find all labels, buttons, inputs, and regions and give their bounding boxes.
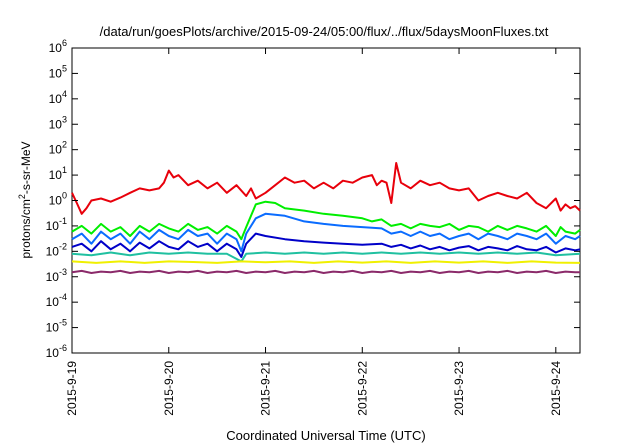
- series-layer: [71, 162, 581, 274]
- x-axis-label: Coordinated Universal Time (UTC): [226, 428, 425, 443]
- y-tick-label: 10-2: [46, 241, 67, 258]
- series-line-7: [71, 269, 580, 274]
- series-line-1: [71, 162, 581, 215]
- chart-title: /data/run/goesPlots/archive/2015-09-24/0…: [100, 24, 549, 39]
- y-tick-label: 10-4: [46, 292, 67, 309]
- y-tick-label: 105: [49, 63, 67, 80]
- x-tick-label: 2015-9-20: [162, 361, 176, 416]
- y-tick-label: 101: [49, 165, 67, 182]
- y-axis-label: protons/cm2-s-sr-MeV: [17, 141, 33, 258]
- y-tick-label: 10-6: [46, 343, 67, 360]
- plot-frame: [71, 47, 581, 354]
- x-tick-label: 2015-9-21: [259, 361, 273, 416]
- y-axis-ticks: 10-6 10-5 10-4 10-3 10-2 10-1 100 101 102 103 104 1…: [46, 38, 580, 360]
- y-tick-label: 104: [49, 89, 67, 106]
- y-tick-label: 103: [49, 114, 67, 131]
- series-line-6: [71, 260, 581, 264]
- y-tick-label: 106: [49, 38, 67, 55]
- x-tick-label: 2015-9-23: [452, 361, 466, 416]
- series-line-2: [71, 200, 581, 241]
- series-line-3: [71, 212, 581, 253]
- y-tick-label: 100: [49, 191, 67, 208]
- y-tick-label: 10-5: [46, 318, 67, 335]
- x-tick-label: 2015-9-22: [355, 361, 369, 416]
- x-axis-ticks: 2015-9-19 2015-9-20 2015-9-21 2015-9-22 2015…: [65, 48, 563, 416]
- series-line-4: [71, 232, 581, 258]
- y-tick-label: 10-1: [46, 216, 67, 233]
- series-line-5: [71, 251, 581, 263]
- y-tick-label: 10-3: [46, 267, 67, 284]
- x-tick-label: 2015-9-19: [65, 361, 79, 416]
- y-tick-label: 102: [49, 140, 67, 157]
- x-tick-label: 2015-9-24: [549, 361, 563, 416]
